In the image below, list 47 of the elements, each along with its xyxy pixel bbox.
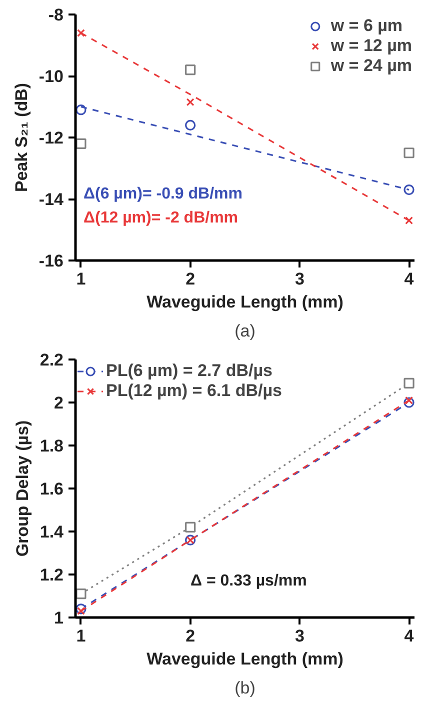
x-tick-label: 3 (294, 270, 304, 288)
annotation: Δ(12 µm)= -2 dB/mm (84, 210, 238, 226)
legend-label: PL(6 µm) = 2.7 dB/µs (106, 361, 272, 381)
y-tick-label: -8 (48, 6, 64, 24)
y-tick-label: 2.2 (40, 350, 64, 370)
legend-label: w = 6 µm (330, 16, 403, 36)
legend-label: w = 24 µm (330, 56, 412, 76)
y-tick-label: -16 (38, 252, 64, 270)
x-tick-label: 2 (186, 626, 196, 646)
y-tick-label: -12 (38, 128, 64, 148)
point (185, 120, 196, 130)
point (186, 98, 194, 106)
x-tick-label: 2 (186, 270, 196, 288)
y-tick-label: -10 (38, 67, 64, 86)
x-axis-title: Waveguide Length (mm) (146, 292, 344, 312)
point (76, 588, 86, 600)
y-tick-label: -14 (38, 190, 64, 209)
x-tick-label: 4 (404, 270, 414, 288)
annotation: Δ = 0.33 µs/mm (190, 572, 307, 590)
point (404, 378, 414, 388)
x-tick-label: 1 (76, 270, 86, 288)
annotation: Δ(6 µm)= -0.9 dB/mm (84, 186, 242, 202)
text: (b) (234, 678, 256, 698)
y-tick-label: 1.4 (40, 522, 64, 542)
legend-label: w = 12 µm (330, 36, 412, 56)
point (185, 64, 196, 76)
point (76, 28, 85, 37)
point (76, 607, 85, 616)
x-tick-label: 4 (404, 626, 414, 646)
point (405, 396, 414, 404)
text: (a) (234, 322, 256, 340)
x-tick-label: 3 (294, 626, 304, 646)
y-axis-title: Group Delay (µs) (12, 420, 32, 557)
point (404, 148, 414, 158)
x-axis-title: Waveguide Length (mm) (146, 650, 344, 668)
y-axis-title: Peak S₂₁ (dB) (12, 82, 31, 192)
legend-label: PL(12 µm) = 6.1 dB/µs (106, 381, 282, 401)
y-tick-label: 1.8 (40, 436, 64, 456)
y-tick-label: 1 (54, 608, 64, 628)
point (404, 184, 414, 196)
point (185, 522, 196, 532)
y-tick-label: 1.2 (40, 566, 64, 584)
point (76, 138, 86, 149)
x-tick-label: 1 (76, 626, 86, 646)
y-tick-label: 1.6 (40, 480, 64, 498)
y-tick-label: 2 (54, 394, 64, 412)
point (405, 216, 414, 225)
